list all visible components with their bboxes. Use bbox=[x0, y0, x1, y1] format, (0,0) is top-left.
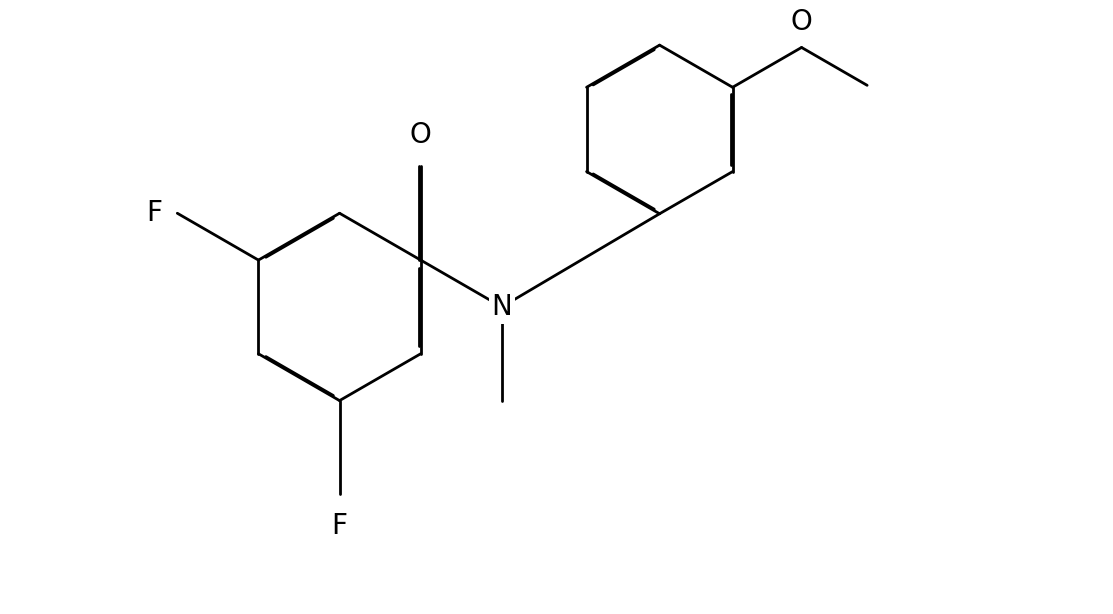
Text: O: O bbox=[410, 121, 432, 149]
Text: F: F bbox=[147, 200, 162, 227]
Text: F: F bbox=[332, 512, 347, 540]
Text: O: O bbox=[790, 7, 812, 36]
Text: N: N bbox=[492, 293, 512, 321]
